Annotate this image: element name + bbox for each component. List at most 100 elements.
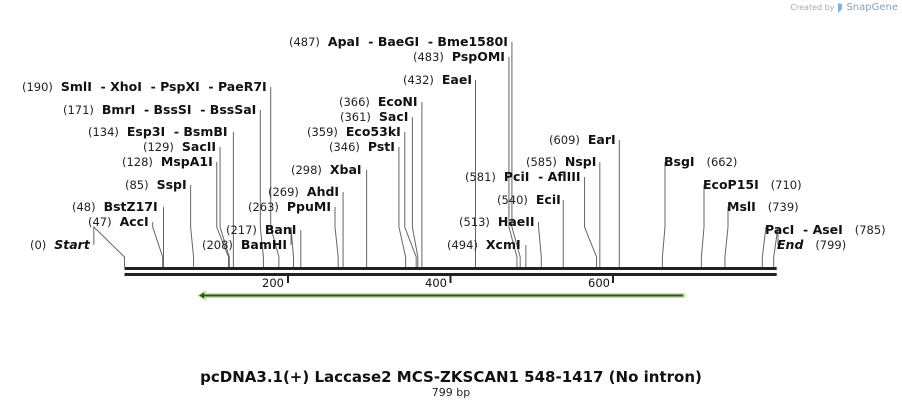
enzyme-name: PciI - AflIII xyxy=(503,169,581,184)
enzyme-name: BamHI xyxy=(240,237,287,252)
enzyme-name: SmlI - XhoI - PspXI - PaeR7I xyxy=(60,79,267,94)
enzyme-site-acci[interactable]: (47) AccI xyxy=(88,214,149,230)
site-position: (298) xyxy=(291,163,322,177)
ruler-label-200: 200 xyxy=(262,276,284,290)
cut-line xyxy=(290,226,294,267)
enzyme-site-paci[interactable]: PacI - AseI (785) xyxy=(765,222,886,238)
site-position: (85) xyxy=(125,178,149,192)
enzyme-site-ecii[interactable]: (540) EciI xyxy=(497,192,561,208)
cut-line xyxy=(93,225,125,267)
enzyme-name: AccI xyxy=(119,214,149,229)
snapgene-credit: Created by SnapGene xyxy=(790,2,898,13)
cut-line xyxy=(511,42,521,267)
enzyme-site-end[interactable]: End (799) xyxy=(777,237,846,253)
enzyme-site-haeii[interactable]: (513) HaeII xyxy=(459,214,535,230)
credit-brand: SnapGene xyxy=(846,2,898,13)
enzyme-name: EcoP15I xyxy=(703,177,759,192)
site-position: (609) xyxy=(549,133,580,147)
cut-line xyxy=(404,132,417,267)
cut-line xyxy=(259,110,264,267)
ruler-tick xyxy=(449,276,452,283)
cut-line xyxy=(190,185,195,267)
cut-line xyxy=(538,222,542,267)
enzyme-site-ecop15i[interactable]: EcoP15I (710) xyxy=(703,177,802,193)
enzyme-name: EcoNI xyxy=(377,94,418,109)
cut-line xyxy=(508,57,518,267)
enzyme-site-ahdi[interactable]: (269) AhdI xyxy=(268,184,339,200)
cut-line xyxy=(152,222,164,267)
enzyme-name: XbaI xyxy=(329,162,362,177)
enzyme-name: HaeII xyxy=(497,214,535,229)
enzyme-name: SacI xyxy=(378,109,409,124)
enzyme-site-start[interactable]: (0) Start xyxy=(30,237,90,253)
enzyme-name: PacI - AseI xyxy=(765,222,843,237)
site-position: (48) xyxy=(72,200,96,214)
site-position: (487) xyxy=(289,35,320,49)
enzyme-site-pspomi[interactable]: (483) PspOMI xyxy=(413,49,505,65)
enzyme-site-mspa1i[interactable]: (128) MspA1I xyxy=(122,154,213,170)
enzyme-site-smli[interactable]: (190) SmlI - XhoI - PspXI - PaeR7I xyxy=(22,79,267,95)
enzyme-site-psti[interactable]: (346) PstI xyxy=(329,139,395,155)
site-position: (47) xyxy=(88,215,112,229)
site-position: (585) xyxy=(526,155,557,169)
enzyme-name: XcmI xyxy=(485,237,521,252)
enzyme-site-bsgi[interactable]: BsgI (662) xyxy=(664,154,737,170)
credit-prefix: Created by xyxy=(790,3,835,12)
enzyme-site-ppumi[interactable]: (263) PpuMI xyxy=(248,199,331,215)
enzyme-site-bamhi[interactable]: (208) BamHI xyxy=(202,237,287,253)
site-position: (366) xyxy=(339,95,370,109)
enzyme-site-bstz17i[interactable]: (48) BstZ17I xyxy=(72,199,158,215)
enzyme-site-econi[interactable]: (366) EcoNI xyxy=(339,94,418,110)
enzyme-name: BstZ17I xyxy=(103,199,158,214)
enzyme-site-sspi[interactable]: (85) SspI xyxy=(125,177,187,193)
enzyme-site-eco53ki[interactable]: (359) Eco53kI xyxy=(307,124,401,140)
site-position: (134) xyxy=(88,125,119,139)
enzyme-site-saci[interactable]: (361) SacI xyxy=(340,109,408,125)
site-position: (129) xyxy=(143,140,174,154)
enzyme-name: Esp3I - BsmBI xyxy=(126,124,228,139)
enzyme-name: AhdI xyxy=(306,184,340,199)
enzyme-name: EciI xyxy=(535,192,561,207)
enzyme-site-bani[interactable]: (217) BanI xyxy=(226,222,296,238)
enzyme-name: MslI xyxy=(727,199,756,214)
enzyme-site-pcii[interactable]: (581) PciI - AflIII xyxy=(465,169,581,185)
backbone-top xyxy=(124,267,777,270)
enzyme-name: SspI xyxy=(156,177,187,192)
enzyme-name: EaeI xyxy=(441,72,472,87)
ruler-tick xyxy=(287,276,289,283)
enzyme-site-bmri[interactable]: (171) BmrI - BssSI - BssSaI xyxy=(63,102,256,118)
site-position: (263) xyxy=(248,200,279,214)
site-position: (171) xyxy=(63,103,94,117)
enzyme-site-xcmi[interactable]: (494) XcmI xyxy=(447,237,521,253)
enzyme-site-nspi[interactable]: (585) NspI xyxy=(526,154,596,170)
ruler-tick xyxy=(612,276,614,283)
enzyme-site-eaei[interactable]: (432) EaeI xyxy=(403,72,472,88)
cut-line xyxy=(584,177,598,267)
cut-line xyxy=(661,162,666,267)
site-position: (359) xyxy=(307,125,338,139)
cut-line xyxy=(724,207,729,267)
enzyme-name: Eco53kI xyxy=(345,124,401,139)
enzyme-name: MspA1I xyxy=(160,154,213,169)
enzyme-site-apai[interactable]: (487) ApaI - BaeGI - Bme1580I xyxy=(289,34,508,50)
enzyme-site-sacii[interactable]: (129) SacII xyxy=(143,139,216,155)
enzyme-site-esp3i[interactable]: (134) Esp3I - BsmBI xyxy=(88,124,228,140)
backbone-bottom xyxy=(124,273,777,276)
enzyme-site-xbai[interactable]: (298) XbaI xyxy=(291,162,362,178)
site-position: (483) xyxy=(413,50,444,64)
enzyme-name: BsgI xyxy=(664,154,695,169)
enzyme-name: BanI xyxy=(264,222,297,237)
sequence-length: 799 bp xyxy=(431,386,471,399)
enzyme-site-msli[interactable]: MslI (739) xyxy=(727,199,799,215)
site-position: (739) xyxy=(767,200,799,214)
site-position: (513) xyxy=(459,215,490,229)
cut-line xyxy=(270,87,280,267)
site-position: (710) xyxy=(770,178,802,192)
cut-line xyxy=(761,226,767,267)
cut-line xyxy=(773,226,779,267)
enzyme-site-eari[interactable]: (609) EarI xyxy=(549,132,616,148)
site-position: (540) xyxy=(497,193,528,207)
site-position: (269) xyxy=(268,185,299,199)
site-position: (217) xyxy=(226,223,257,237)
